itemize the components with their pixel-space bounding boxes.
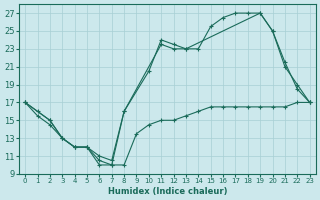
X-axis label: Humidex (Indice chaleur): Humidex (Indice chaleur): [108, 187, 227, 196]
